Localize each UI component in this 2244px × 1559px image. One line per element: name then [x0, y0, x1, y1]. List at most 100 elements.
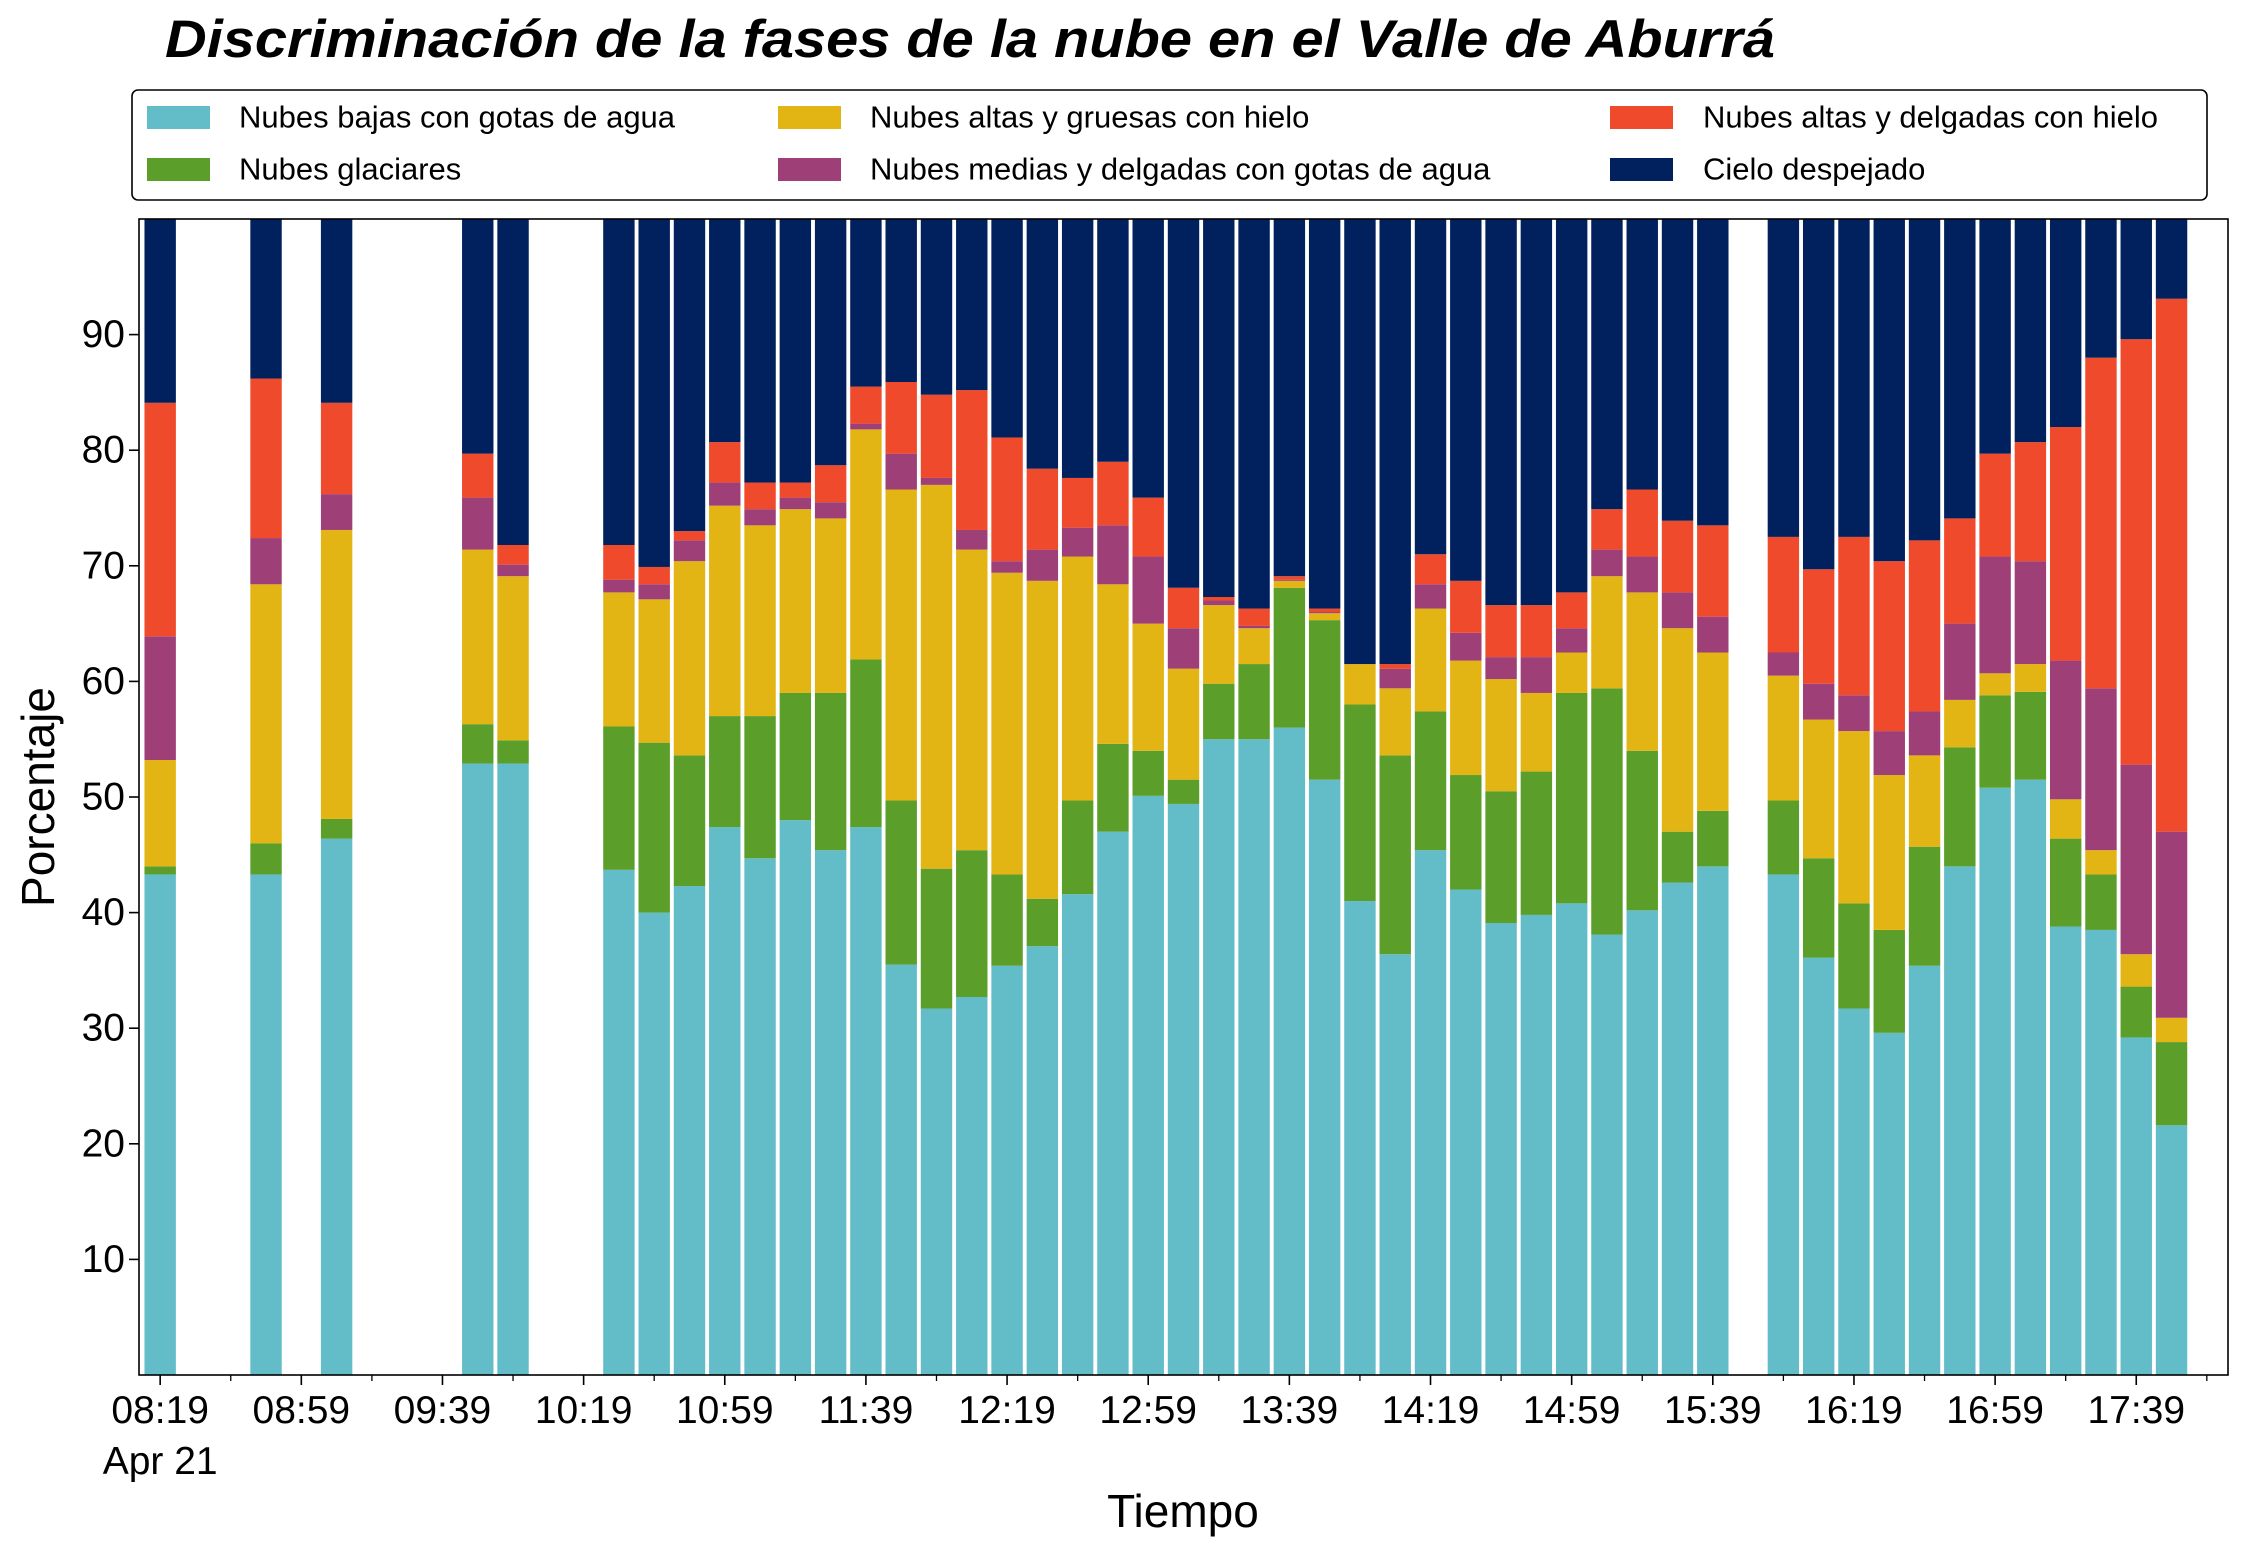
bar-segment [638, 742, 670, 913]
bar-segment [603, 726, 635, 870]
bar-segment [497, 564, 529, 577]
bar-segment [1414, 850, 1447, 1375]
bar-segment [1520, 771, 1553, 915]
bar-segment [956, 996, 988, 1375]
bar-segment [2014, 691, 2047, 780]
bar-segment [1873, 775, 1905, 930]
bar-segment [885, 800, 917, 965]
bar-segment [1555, 652, 1588, 693]
bar-segment [2014, 779, 2047, 1375]
legend-swatch [1610, 158, 1673, 181]
bar-segment [1308, 613, 1341, 621]
bar-segment [1697, 652, 1729, 811]
y-tick-label: 20 [82, 1122, 125, 1165]
bar-segment [1061, 219, 1094, 478]
bar-segment [850, 429, 882, 660]
legend-swatch [147, 158, 210, 181]
bar-segment [1979, 219, 2011, 454]
bar-segment [2085, 850, 2117, 875]
bar-segment [1308, 608, 1341, 613]
bar-segment [1132, 556, 1164, 624]
bar-segment [250, 843, 282, 875]
bar-segment [1167, 587, 1200, 629]
bar-segment [2155, 1042, 2188, 1126]
legend-frame [131, 89, 2208, 201]
bar-segment [2120, 986, 2152, 1038]
bar-segment [1273, 727, 1306, 1375]
bar-segment [1450, 660, 1482, 776]
bar-segment [814, 502, 847, 519]
bar-segment [1661, 882, 1694, 1375]
bar-segment [1485, 657, 1517, 680]
bar-segment [1626, 910, 1658, 1375]
bar-segment [1944, 866, 1976, 1375]
bar-segment [1238, 625, 1270, 629]
bar-segment [2120, 339, 2152, 765]
bar-segment [1238, 219, 1270, 609]
bar-segment [1026, 219, 1059, 469]
bar-segment [744, 716, 776, 859]
bar-segment [1167, 779, 1200, 804]
bar-segment [1979, 695, 2011, 788]
bar-segment [673, 531, 706, 541]
bar-segment [885, 382, 917, 454]
x-tick-label: 17:39 [2087, 1389, 2185, 1432]
bar-segment [1026, 946, 1059, 1375]
bar-segment [850, 386, 882, 424]
bar-segment [1344, 664, 1376, 705]
bar-segment [1697, 219, 1729, 526]
bar-segment [1697, 810, 1729, 867]
bar-segment [1379, 954, 1411, 1375]
y-tick-label: 40 [82, 891, 125, 934]
bar-segment [1273, 580, 1306, 588]
bar-segment [709, 827, 741, 1375]
bar-segment [2014, 664, 2047, 692]
bar-segment [1626, 489, 1658, 557]
bar-segment [1097, 831, 1129, 1375]
x-tick-label: 08:19 [111, 1389, 209, 1432]
bar-segment [920, 484, 953, 869]
bar-segment [1379, 688, 1411, 756]
bar-segment [1344, 704, 1376, 902]
bar-segment [1379, 755, 1411, 955]
bar-segment [1908, 755, 1941, 847]
bar-segment [1802, 858, 1835, 958]
bar-segment [1626, 750, 1658, 911]
legend-item: Nubes glaciares [147, 152, 461, 187]
bar-segment [1132, 623, 1164, 751]
bar-segment [603, 869, 635, 1375]
y-tick-label: 30 [82, 1007, 125, 1050]
bar-segment [2085, 688, 2117, 851]
bar-segment [1414, 219, 1447, 555]
bar-segment [462, 219, 494, 454]
bar-segment [603, 219, 635, 545]
bar-segment [673, 886, 706, 1375]
bar-segment [1308, 219, 1341, 609]
bar-segment [320, 529, 353, 819]
bar-segment [673, 755, 706, 887]
bar-segment [1132, 497, 1164, 557]
bar-segment [1697, 866, 1729, 1375]
y-axis: 10 20 30 40 50 60 70 80 90 [82, 313, 139, 1281]
bar-segment [956, 390, 988, 530]
bar-segment [1767, 874, 1800, 1375]
legend-label: Nubes altas y gruesas con hielo [870, 100, 1309, 135]
x-tick-label: 10:59 [676, 1389, 774, 1432]
y-tick-label: 80 [82, 429, 125, 472]
bar-segment [1308, 779, 1341, 1375]
bar-segment [1555, 628, 1588, 653]
bar-segment [1767, 652, 1800, 676]
bar-segment [1414, 711, 1447, 851]
bar-segment [2085, 874, 2117, 930]
bar-segment [250, 584, 282, 844]
bar-segment [2049, 660, 2082, 800]
x-tick-label: 16:19 [1805, 1389, 1903, 1432]
bar-segment [320, 818, 353, 839]
bar-segment [885, 964, 917, 1375]
bar-segment [1238, 739, 1270, 1375]
x-tick-label: 14:59 [1523, 1389, 1621, 1432]
bar-segment [920, 477, 953, 485]
bar-segment [497, 740, 529, 764]
bar-segment [956, 529, 988, 550]
legend-label: Nubes altas y delgadas con hielo [1703, 100, 2158, 135]
